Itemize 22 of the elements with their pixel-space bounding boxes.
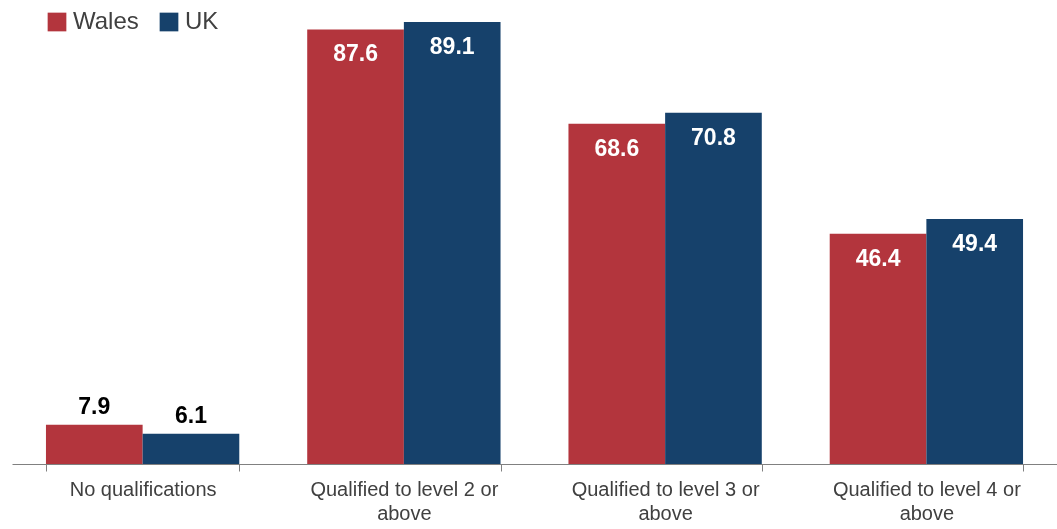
bar (45, 424, 143, 464)
legend-label: Wales (73, 7, 139, 34)
data-label: 49.4 (952, 229, 998, 256)
bar (403, 22, 501, 464)
data-label: 7.9 (78, 392, 111, 419)
data-label: 46.4 (855, 244, 901, 271)
data-label: 87.6 (333, 40, 378, 67)
x-tick-label: Qualified to level 4 or above (832, 477, 1022, 524)
bar (829, 233, 927, 464)
bar (665, 112, 762, 464)
data-label: 70.8 (691, 123, 737, 150)
x-tick-label: Qualified to level 2 or above (310, 477, 499, 524)
bar (926, 218, 1024, 464)
bar (568, 123, 666, 464)
legend-label: UK (185, 7, 219, 34)
bar (307, 29, 404, 464)
data-label: 89.1 (429, 33, 475, 59)
data-label: 68.6 (594, 134, 640, 161)
x-tick-label: No qualifications (69, 477, 217, 500)
bar (142, 433, 240, 464)
x-tick-label: Qualified to level 3 or above (571, 477, 760, 524)
data-label: 6.1 (174, 401, 208, 428)
